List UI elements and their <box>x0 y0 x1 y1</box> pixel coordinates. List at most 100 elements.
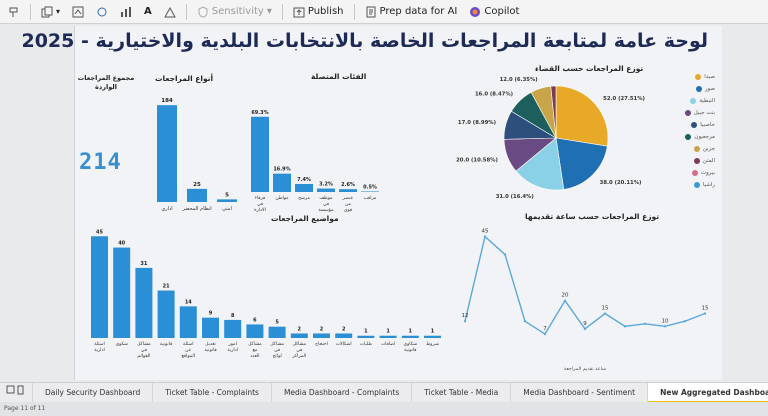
pie-slice-label: 16.0 (8.47%) <box>475 91 513 97</box>
legend-item[interactable]: بيروت <box>691 170 715 176</box>
shapes-icon <box>163 6 176 18</box>
text-box-button[interactable]: A <box>140 2 156 22</box>
prep-data-button[interactable]: Prep data for AI <box>361 2 462 22</box>
legend-swatch <box>684 110 691 116</box>
tab-ticket-media[interactable]: Ticket Table - Media <box>412 382 512 403</box>
types-value-label: 25 <box>193 182 201 188</box>
format-painter-icon <box>8 6 20 18</box>
total-label: مجموع المراجعات الواردة <box>77 74 135 91</box>
topic-name-label: مشاكل <box>270 341 284 347</box>
hours-title: توزع المراجعات حسب ساعة تقديمها <box>525 212 660 221</box>
topic-value-label: 8 <box>231 313 235 319</box>
category-bar <box>317 188 335 192</box>
legend-item[interactable]: المتن <box>693 158 715 164</box>
topic-name-label: مشاكل <box>137 341 151 347</box>
tab-ticket-complaints[interactable]: Ticket Table - Complaints <box>153 382 272 403</box>
topic-name-label: القوائم <box>137 354 150 359</box>
hours-x-axis-title: ساعة تقديم المراجعة <box>564 366 606 372</box>
topic-name-label: عن <box>185 348 191 353</box>
pie-slice <box>555 137 608 190</box>
sensitivity-button[interactable]: Sensitivity ▾ <box>193 2 276 22</box>
legend-label: حاصبيا <box>700 122 715 128</box>
tab-media-sentiment[interactable]: Media Dashboard - Sentiment <box>511 382 649 403</box>
topic-value-label: 5 <box>275 320 279 326</box>
tab-daily-security[interactable]: Daily Security Dashboard <box>33 382 154 403</box>
legend-item[interactable]: حاصبيا <box>691 122 715 128</box>
new-visual-button[interactable] <box>116 2 136 22</box>
legend-label: المتن <box>702 158 715 164</box>
types-bar <box>157 105 177 202</box>
prep-data-icon <box>365 6 377 18</box>
topic-value-label: 1 <box>364 329 368 335</box>
category-value-label: 16.9% <box>273 167 290 173</box>
legend-item[interactable]: صور <box>695 86 715 92</box>
hours-point <box>603 312 607 315</box>
category-name-label: من <box>345 202 351 207</box>
topic-bar <box>268 326 286 338</box>
ribbon-separator <box>185 3 187 20</box>
legend-label: صيدا <box>704 74 715 80</box>
page-nav-icon[interactable] <box>0 382 33 403</box>
pie-slice <box>550 85 557 139</box>
copy-button[interactable]: ▾ <box>37 2 64 22</box>
hours-line <box>464 235 706 336</box>
legend-item[interactable]: صيدا <box>695 74 715 80</box>
hours-point <box>563 299 567 302</box>
legend-item[interactable]: بنت جبيل <box>684 110 715 116</box>
topic-value-label: 31 <box>140 261 147 267</box>
bar-chart-icon <box>120 6 132 18</box>
category-name-label: موظف <box>319 196 333 201</box>
ribbon-separator <box>353 3 355 20</box>
copilot-button[interactable]: Copilot <box>465 2 523 22</box>
topic-name-label: لوائح <box>272 354 281 359</box>
legend-item[interactable]: مرجعيون <box>685 134 715 140</box>
category-name-label: مرشح <box>298 196 310 201</box>
pie-slice-label: 17.0 (8.99%) <box>458 120 496 126</box>
more-visuals-button[interactable] <box>160 2 180 22</box>
topic-name-label: امور <box>228 342 237 347</box>
topic-value-label: 14 <box>185 299 192 305</box>
transform-button[interactable] <box>68 2 88 22</box>
hours-point <box>523 320 527 323</box>
topic-value-label: 6 <box>253 317 257 323</box>
legend-swatch <box>685 134 692 140</box>
topic-value-label: 1 <box>431 329 435 335</box>
hours-point-label: 20 <box>562 293 569 299</box>
legend-item[interactable]: راشيا <box>693 182 715 188</box>
refresh-button[interactable] <box>92 2 112 22</box>
legend-item[interactable]: جزين <box>693 146 715 152</box>
topic-name-label: احتجاج <box>315 342 328 347</box>
topic-name-label: المواقع <box>181 354 195 359</box>
tab-new-aggregated[interactable]: New Aggregated Dashboard <box>648 382 768 403</box>
format-painter-button[interactable] <box>4 2 24 22</box>
category-name-label: فرقاء <box>255 196 266 201</box>
hours-line-chart: 12 45 7 20 9 15 10 15 ساعة تقديم المراجعة <box>462 229 709 372</box>
hours-point-label: 7 <box>543 326 547 332</box>
category-value-label: 2.6% <box>341 182 355 188</box>
topic-value-label: 2 <box>320 326 324 332</box>
topic-value-label: 21 <box>163 284 170 290</box>
pie-legend: صيدا صور النبطية بنت جبيل حاصبيا مرجعيون جزين ا… <box>667 74 717 204</box>
topic-bar <box>202 317 219 338</box>
topic-name-label: ادارية <box>94 348 105 353</box>
hours-point <box>583 327 587 331</box>
page-indicator: Page 11 of 11 <box>4 405 46 412</box>
tab-media-complaints[interactable]: Media Dashboard - Complaints <box>272 382 413 403</box>
topic-bar <box>424 335 441 338</box>
status-bar: Page 11 of 11 <box>0 402 768 416</box>
pie-slice-label: 38.0 (20.11%) <box>600 180 642 186</box>
legend-item[interactable]: النبطية <box>690 98 715 104</box>
category-bar <box>251 116 269 192</box>
hours-point <box>663 325 667 328</box>
copilot-icon <box>469 6 481 18</box>
topics-chart: 45اسئلةادارية40شكوى31مشاكلفيالقوائم21قان… <box>91 229 441 359</box>
transform-icon <box>72 6 84 18</box>
topic-value-label: 2 <box>298 326 302 332</box>
sensitivity-label: Sensitivity <box>211 6 264 17</box>
topic-name-label: اضافات <box>381 342 396 347</box>
legend-swatch <box>695 74 702 80</box>
legend-label: راشيا <box>702 182 715 188</box>
publish-button[interactable]: Publish <box>289 2 348 22</box>
topic-value-label: 45 <box>96 229 103 235</box>
